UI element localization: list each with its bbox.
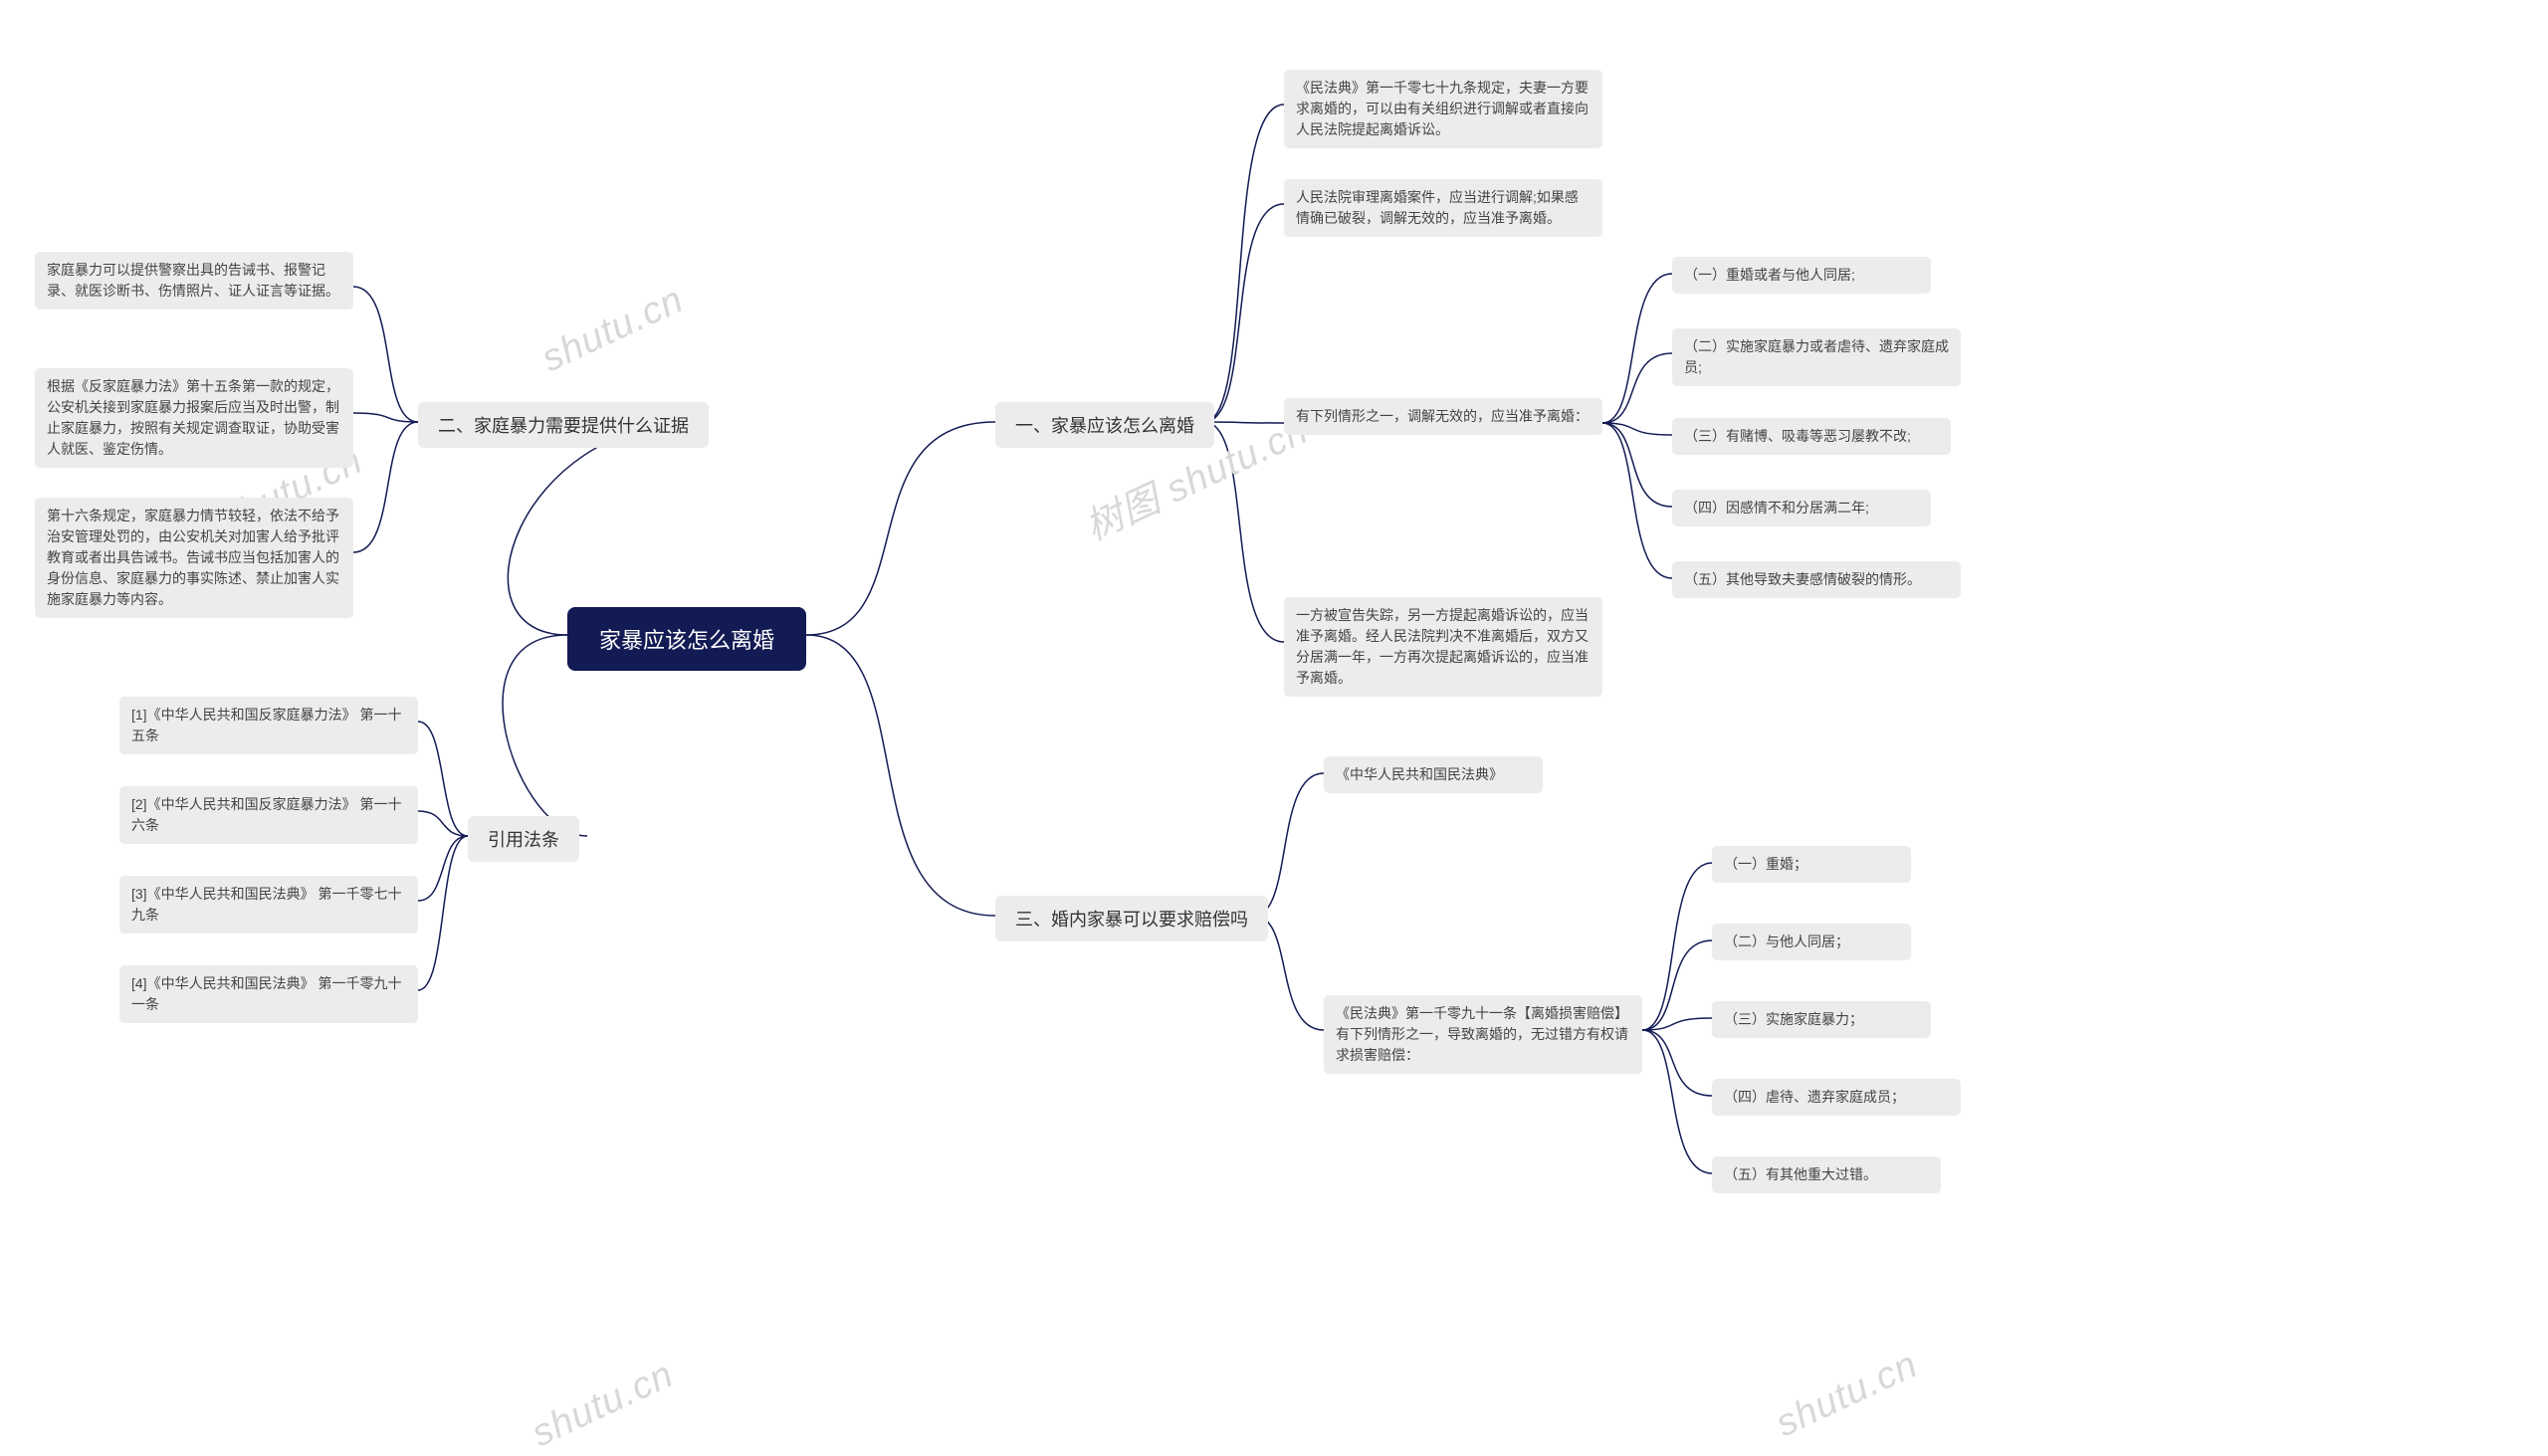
- leaf-node: [4]《中华人民共和国民法典》 第一千零九十一条: [119, 965, 418, 1023]
- sub-leaf-node: （二）与他人同居；: [1712, 924, 1911, 960]
- sub-leaf-node: （一）重婚；: [1712, 846, 1911, 883]
- sub-leaf-node: （四）虐待、遗弃家庭成员；: [1712, 1079, 1961, 1116]
- branch-node-ref: 引用法条: [468, 816, 579, 862]
- leaf-node: 根据《反家庭暴力法》第十五条第一款的规定，公安机关接到家庭暴力报案后应当及时出警…: [35, 368, 353, 468]
- leaf-node: [3]《中华人民共和国民法典》 第一千零七十九条: [119, 876, 418, 934]
- branch-node-2: 二、家庭暴力需要提供什么证据: [418, 402, 709, 448]
- leaf-node: 有下列情形之一，调解无效的，应当准予离婚：: [1284, 398, 1602, 435]
- branch-label: 三、婚内家暴可以要求赔偿吗: [1015, 910, 1248, 930]
- branch-node-1: 一、家暴应该怎么离婚: [995, 402, 1214, 448]
- leaf-node: 人民法院审理离婚案件，应当进行调解;如果感情确已破裂，调解无效的，应当准予离婚。: [1284, 179, 1602, 237]
- sub-leaf-node: （二）实施家庭暴力或者虐待、遗弃家庭成员;: [1672, 328, 1961, 386]
- root-node: 家暴应该怎么离婚: [567, 607, 806, 671]
- leaf-node: 《民法典》第一千零九十一条【离婚损害赔偿】有下列情形之一，导致离婚的，无过错方有…: [1324, 995, 1642, 1074]
- leaf-node: 家庭暴力可以提供警察出具的告诫书、报警记录、就医诊断书、伤情照片、证人证言等证据…: [35, 252, 353, 310]
- sub-leaf-node: （一）重婚或者与他人同居;: [1672, 257, 1931, 294]
- sub-leaf-node: （三）有赌博、吸毒等恶习屡教不改;: [1672, 418, 1951, 455]
- branch-label: 一、家暴应该怎么离婚: [1015, 416, 1194, 436]
- leaf-node: [1]《中华人民共和国反家庭暴力法》 第一十五条: [119, 697, 418, 754]
- sub-leaf-node: （五）其他导致夫妻感情破裂的情形。: [1672, 561, 1961, 598]
- sub-leaf-node: （五）有其他重大过错。: [1712, 1156, 1941, 1193]
- branch-label: 引用法条: [488, 830, 559, 850]
- leaf-node: 《中华人民共和国民法典》: [1324, 756, 1543, 793]
- leaf-node: 一方被宣告失踪，另一方提起离婚诉讼的，应当准予离婚。经人民法院判决不准离婚后，双…: [1284, 597, 1602, 697]
- branch-label: 二、家庭暴力需要提供什么证据: [438, 416, 689, 436]
- branch-node-3: 三、婚内家暴可以要求赔偿吗: [995, 896, 1268, 941]
- leaf-node: [2]《中华人民共和国反家庭暴力法》 第一十六条: [119, 786, 418, 844]
- leaf-node: 《民法典》第一千零七十九条规定，夫妻一方要求离婚的，可以由有关组织进行调解或者直…: [1284, 70, 1602, 148]
- root-label: 家暴应该怎么离婚: [599, 628, 774, 653]
- leaf-node: 第十六条规定，家庭暴力情节较轻，依法不给予治安管理处罚的，由公安机关对加害人给予…: [35, 498, 353, 618]
- sub-leaf-node: （四）因感情不和分居满二年;: [1672, 490, 1931, 526]
- sub-leaf-node: （三）实施家庭暴力；: [1712, 1001, 1931, 1038]
